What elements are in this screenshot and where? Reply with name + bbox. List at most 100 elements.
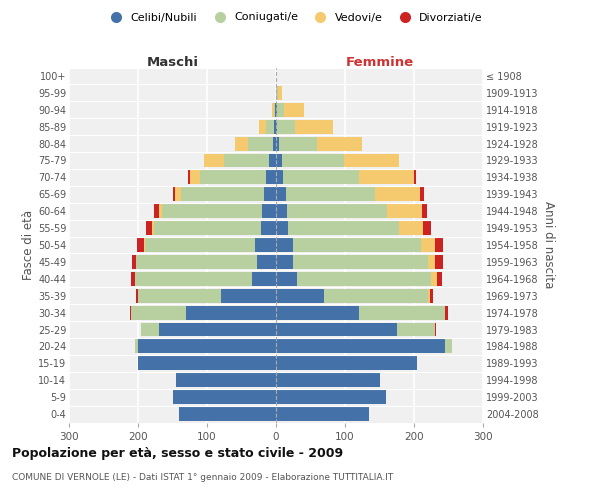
Bar [276,289,325,302]
Bar [173,390,276,404]
Bar [154,221,261,235]
Bar [158,322,276,336]
Bar [272,136,276,150]
Bar [276,86,278,100]
Bar [276,374,380,387]
Bar [277,120,295,134]
Bar [276,154,281,168]
Bar [277,103,284,117]
Bar [276,356,418,370]
Bar [284,103,304,117]
Bar [276,204,287,218]
Bar [159,204,162,218]
Bar [136,255,257,269]
Bar [257,255,276,269]
Bar [136,289,138,302]
Bar [152,221,154,235]
Bar [293,255,428,269]
Bar [276,390,386,404]
Y-axis label: Anni di nascita: Anni di nascita [542,202,555,288]
Bar [203,154,224,168]
Bar [275,103,276,117]
Bar [248,136,272,150]
Bar [359,306,445,320]
Bar [137,238,143,252]
Text: Maschi: Maschi [146,56,199,69]
Bar [276,340,445,353]
Bar [187,306,276,320]
Bar [359,170,414,184]
Bar [276,255,293,269]
Bar [325,289,428,302]
Bar [134,272,252,285]
Bar [143,238,145,252]
Bar [317,136,362,150]
Bar [276,272,296,285]
Bar [146,221,152,235]
Bar [266,120,274,134]
Bar [279,136,317,150]
Bar [276,120,277,134]
Bar [276,136,279,150]
Bar [431,272,437,285]
Bar [235,136,248,150]
Bar [256,238,276,252]
Bar [428,255,434,269]
Bar [261,221,276,235]
Bar [190,170,200,184]
Bar [276,407,369,421]
Bar [430,289,433,302]
Legend: Celibi/Nubili, Coniugati/e, Vedovi/e, Divorziati/e: Celibi/Nubili, Coniugati/e, Vedovi/e, Di… [101,8,487,27]
Bar [422,204,427,218]
Bar [173,188,175,201]
Bar [276,188,286,201]
Bar [133,255,136,269]
Bar [138,340,276,353]
Bar [399,221,423,235]
Bar [276,170,283,184]
Bar [269,154,276,168]
Bar [293,238,421,252]
Bar [130,306,131,320]
Bar [276,103,277,117]
Bar [376,188,420,201]
Bar [263,188,276,201]
Bar [138,289,221,302]
Bar [272,103,274,117]
Bar [259,120,266,134]
Bar [434,322,436,336]
Bar [445,340,452,353]
Bar [276,322,397,336]
Bar [278,86,281,100]
Bar [434,255,443,269]
Bar [437,272,442,285]
Text: Femmine: Femmine [346,56,413,69]
Bar [286,188,376,201]
Bar [224,154,269,168]
Bar [420,188,424,201]
Bar [423,221,431,235]
Bar [445,306,448,320]
Bar [274,103,275,117]
Bar [131,272,134,285]
Bar [142,322,158,336]
Bar [397,322,434,336]
Bar [287,204,387,218]
Bar [283,170,359,184]
Bar [162,204,262,218]
Text: Popolazione per età, sesso e stato civile - 2009: Popolazione per età, sesso e stato civil… [12,448,343,460]
Bar [281,154,344,168]
Bar [131,306,187,320]
Text: COMUNE DI VERNOLE (LE) - Dati ISTAT 1° gennaio 2009 - Elaborazione TUTTITALIA.IT: COMUNE DI VERNOLE (LE) - Dati ISTAT 1° g… [12,472,393,482]
Bar [188,170,190,184]
Y-axis label: Fasce di età: Fasce di età [22,210,35,280]
Bar [252,272,276,285]
Bar [154,204,158,218]
Bar [387,204,422,218]
Bar [179,407,276,421]
Bar [295,120,332,134]
Bar [276,306,359,320]
Bar [344,154,399,168]
Bar [274,120,276,134]
Bar [296,272,431,285]
